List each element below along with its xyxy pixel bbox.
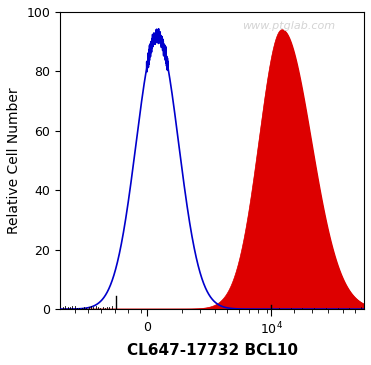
Y-axis label: Relative Cell Number: Relative Cell Number [7, 87, 21, 234]
Text: www.ptglab.com: www.ptglab.com [243, 21, 336, 31]
X-axis label: CL647-17732 BCL10: CL647-17732 BCL10 [127, 343, 298, 358]
